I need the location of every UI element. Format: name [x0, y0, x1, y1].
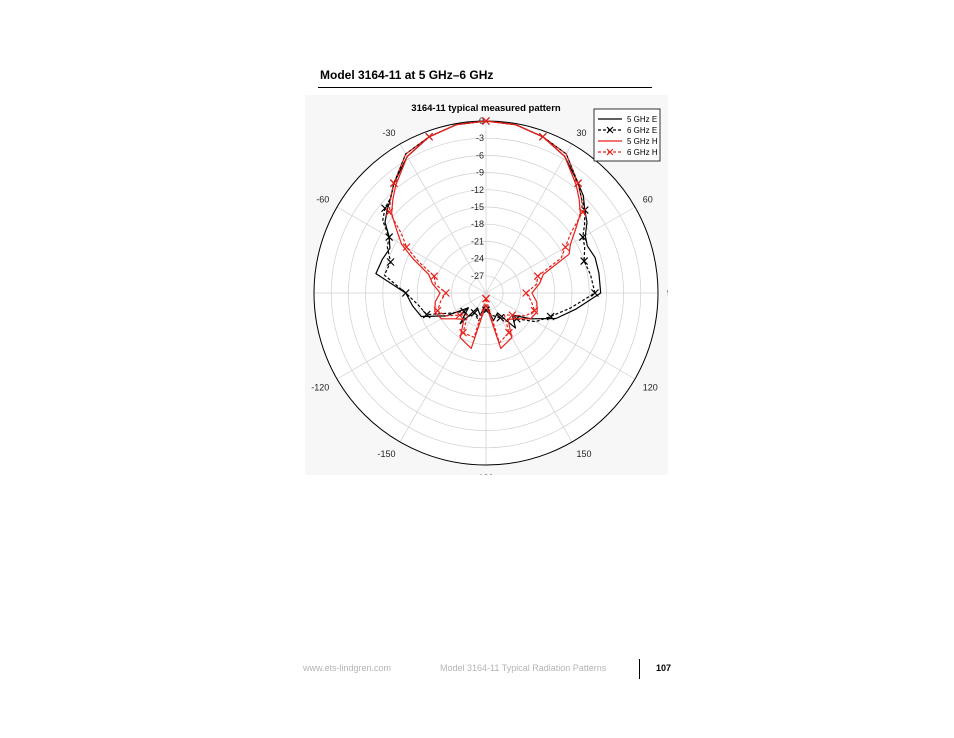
data-point-marker — [530, 306, 539, 315]
radial-tick-label: -21 — [471, 236, 484, 246]
angular-gridline — [485, 143, 573, 294]
chart-title: 3164-11 typical measured pattern — [411, 103, 561, 114]
data-point-marker — [422, 310, 431, 319]
radial-tick-label: -27 — [471, 271, 484, 281]
data-point-marker — [459, 328, 467, 337]
footer-url: www.ets-lindgren.com — [303, 663, 392, 673]
angle-tick-label: -150 — [377, 449, 395, 459]
data-point-marker — [402, 243, 411, 252]
data-point-marker — [482, 117, 490, 125]
angle-tick-label: 180 — [478, 473, 493, 475]
data-point-marker — [522, 289, 531, 297]
data-point-marker — [578, 233, 587, 242]
legend-marker — [606, 126, 614, 134]
footer-divider — [639, 659, 640, 679]
footer-title: Model 3164-11 Typical Radiation Patterns — [440, 663, 607, 673]
angle-tick-label: 120 — [643, 383, 658, 393]
radial-tick-label: -3 — [476, 133, 484, 143]
radial-tick-label: -9 — [476, 168, 484, 178]
data-point-marker — [580, 257, 589, 266]
data-point-marker — [546, 312, 555, 321]
data-point-marker — [433, 306, 442, 315]
angle-tick-label: 90 — [667, 288, 668, 298]
section-heading: Model 3164-11 at 5 GHz–6 GHz — [320, 68, 494, 82]
data-point-marker — [385, 233, 394, 242]
legend-label: 6 GHz H — [627, 148, 658, 157]
data-point-marker — [389, 179, 398, 188]
angular-gridline — [399, 143, 487, 294]
radial-tick-label: -18 — [471, 219, 484, 229]
polar-chart: 0-3-6-9-12-15-18-21-24-27-150-120-90-60-… — [311, 103, 668, 475]
data-point-marker — [533, 272, 542, 281]
radial-tick-label: -24 — [471, 254, 484, 264]
angle-tick-label: 60 — [643, 195, 653, 205]
angular-gridline — [336, 206, 487, 294]
data-point-marker — [455, 311, 464, 320]
data-point-marker — [496, 313, 505, 322]
data-point-marker — [401, 289, 410, 297]
data-point-marker — [470, 308, 479, 317]
legend-label: 6 GHz E — [627, 126, 657, 135]
data-point-marker — [385, 207, 394, 216]
angular-gridline — [399, 292, 487, 443]
legend-marker — [606, 148, 614, 156]
data-point-marker — [578, 207, 587, 216]
angle-tick-label: 150 — [577, 449, 592, 459]
angular-gridline — [485, 292, 636, 380]
angular-gridline — [485, 206, 636, 294]
data-point-marker — [430, 272, 439, 281]
angle-tick-label: -30 — [382, 128, 395, 138]
page-number: 107 — [656, 663, 672, 673]
data-point-marker — [591, 289, 599, 297]
data-point-marker — [508, 311, 517, 320]
data-point-marker — [538, 132, 547, 141]
data-point-marker — [425, 132, 434, 141]
series-markers-6-ghz-h — [385, 117, 587, 337]
radial-tick-label: -12 — [471, 185, 484, 195]
angular-gridline — [336, 292, 487, 380]
legend-label: 5 GHz E — [627, 115, 657, 124]
heading-rule — [318, 87, 652, 88]
data-point-marker — [574, 179, 583, 188]
data-point-marker — [505, 328, 513, 337]
radial-tick-label: -6 — [476, 150, 484, 160]
radial-tick-label: -15 — [471, 202, 484, 212]
data-point-marker — [561, 243, 570, 252]
data-point-marker — [441, 289, 450, 297]
angle-tick-label: -120 — [311, 383, 329, 393]
legend-label: 5 GHz H — [627, 137, 658, 146]
data-point-marker — [482, 294, 490, 303]
angle-tick-label: -60 — [316, 195, 329, 205]
data-point-marker — [386, 258, 395, 266]
angle-tick-label: 30 — [577, 128, 587, 138]
